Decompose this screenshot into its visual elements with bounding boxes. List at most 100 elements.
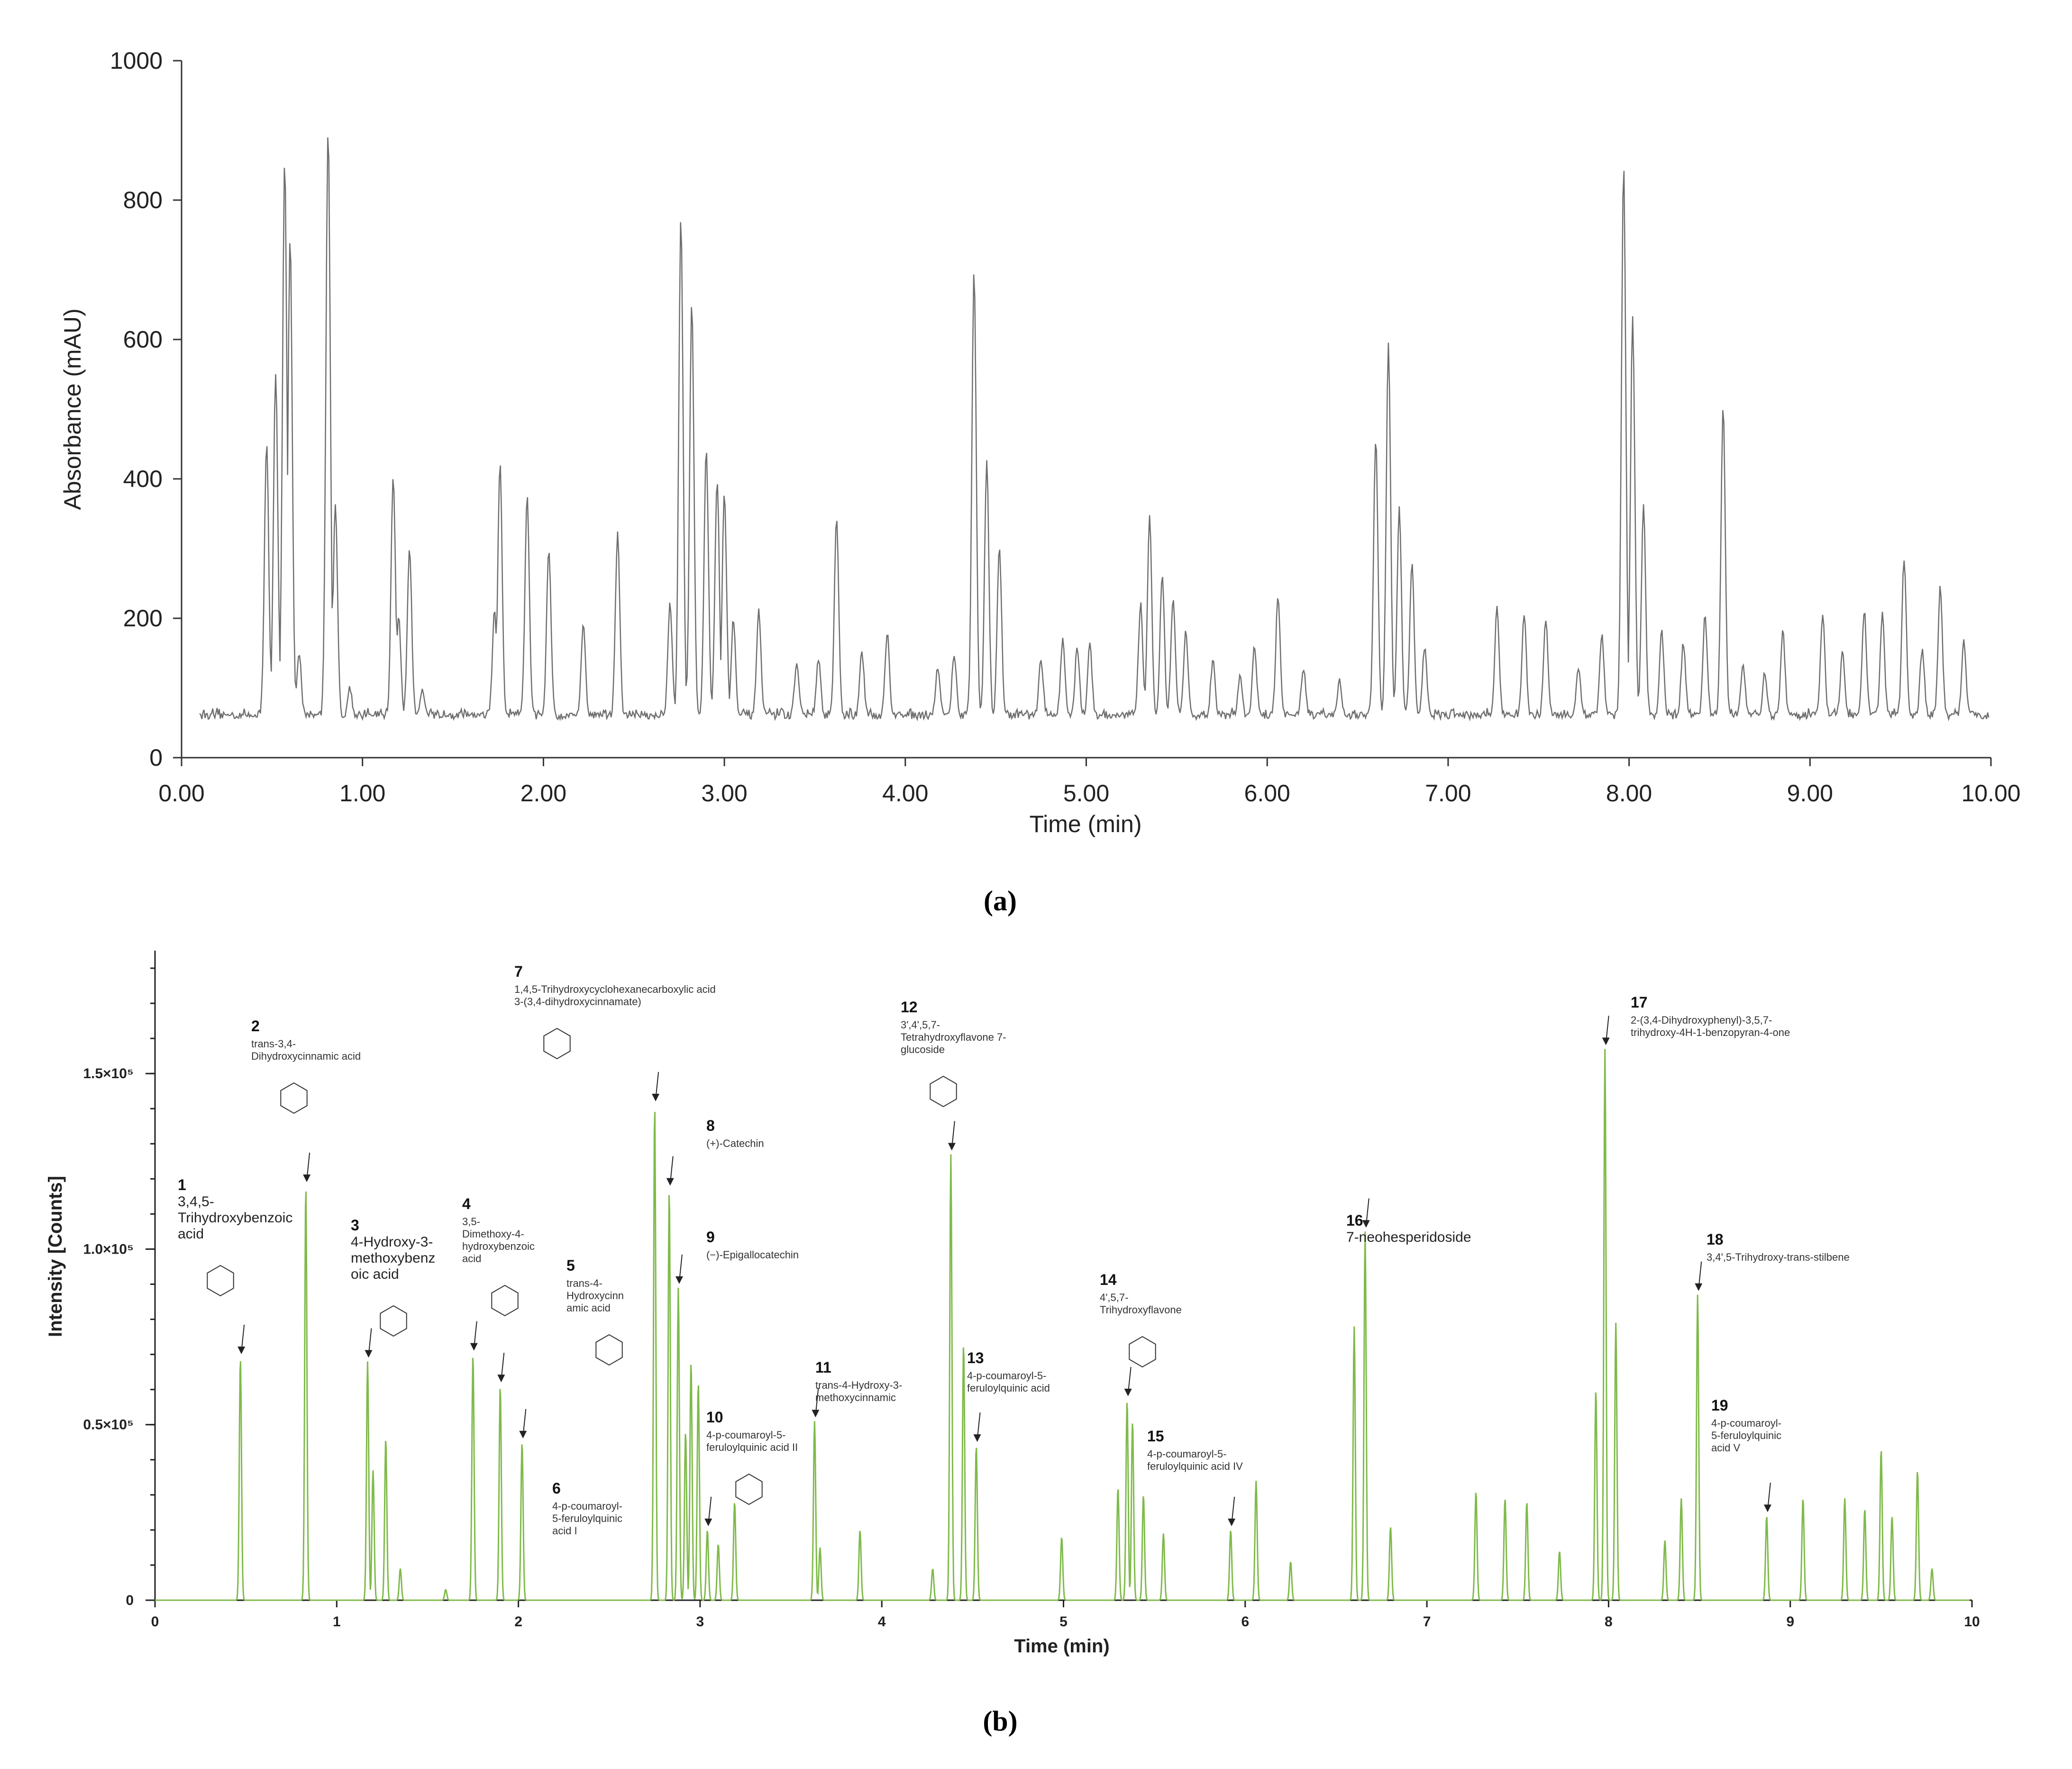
panel-b-x-tick-label: 9 (1786, 1614, 1794, 1630)
compound-name-line: Trihydroxybenzoic (178, 1210, 292, 1226)
compound-name-line: 4-p-coumaroyl- (552, 1500, 622, 1512)
compound-name-line: oic acid (351, 1266, 399, 1282)
compound-number: 17 (1631, 994, 1648, 1011)
compound-name-line: trans-4-Hydroxy-3- (815, 1379, 902, 1391)
compound-number: 10 (706, 1409, 723, 1426)
compound-annotation-8: 8 (+)-Catechin (666, 1117, 764, 1186)
panel-a-x-tick-label: 9.00 (1787, 780, 1833, 807)
chemical-structure-icon (543, 1027, 571, 1060)
panel-b-x-axis-label: Time (min) (1014, 1636, 1110, 1657)
arrowhead-icon (812, 1410, 820, 1418)
panel-b-x-tick-label: 8 (1605, 1614, 1613, 1630)
panel-a-x-tick-label: 6.00 (1244, 780, 1290, 807)
arrowhead-icon (1362, 1220, 1370, 1228)
arrowhead-icon (303, 1174, 311, 1182)
compound-annotation-9: 9 (−)-Epigallocatechin (675, 1228, 799, 1284)
compound-name-line: 1,4,5-Trihydroxycyclohexanecarboxylic ac… (514, 983, 716, 995)
compound-annotation-16: 167-neohesperidoside (1346, 1198, 1471, 1245)
compound-name-line: feruloylquinic acid II (706, 1441, 798, 1453)
compound-number: 14 (1100, 1271, 1117, 1288)
arrowhead-icon (973, 1434, 981, 1442)
compound-name-line: acid V (1711, 1442, 1740, 1454)
panel-b-y-tick-label: 1.5×10⁵ (83, 1066, 134, 1082)
compound-name-line: 3-(3,4-dihydroxycinnamate) (514, 996, 641, 1008)
compound-number: 1 (178, 1176, 186, 1193)
arrowhead-icon (1763, 1504, 1771, 1512)
compound-number: 19 (1711, 1397, 1728, 1414)
panel-a-x-tick-label: 5.00 (1063, 780, 1109, 807)
compound-name-line: acid (178, 1226, 204, 1242)
arrowhead-icon (237, 1347, 246, 1355)
arrowhead-icon (666, 1178, 674, 1186)
arrowhead-icon (365, 1350, 373, 1358)
compound-name-line: 5-feruloylquinic (1711, 1430, 1781, 1441)
compound-name-line: Tetrahydroxyflavone 7- (901, 1031, 1006, 1043)
compound-number: 8 (706, 1117, 715, 1134)
compound-annotation-11: 11 trans-4-Hydroxy-3-methoxycinnamic (812, 1359, 902, 1418)
compound-name-line: (−)-Epigallocatechin (706, 1249, 799, 1261)
compound-name-line: trihydroxy-4H-1-benzopyran-4-one (1631, 1027, 1790, 1038)
compound-name-line: 3,5- (462, 1216, 480, 1228)
panel-a-y-tick-label: 600 (123, 326, 163, 353)
compound-name-line: acid I (552, 1525, 577, 1537)
compound-name-line: Dimethoxy-4- (462, 1228, 524, 1240)
compound-name-line: 5-feruloylquinic (552, 1512, 622, 1524)
compound-number: 9 (706, 1228, 715, 1246)
panel-a-y-tick-label: 0 (149, 744, 163, 771)
chemical-structure-icon (930, 1075, 957, 1108)
panel-a-y-tick-label: 200 (123, 605, 163, 632)
panel-b-y-axis-label: Intensity [Counts] (45, 1176, 66, 1337)
compound-name-line: feruloylquinic acid (967, 1382, 1050, 1394)
chemical-structure-icon (491, 1284, 519, 1317)
compound-name-line: trans-4- (566, 1277, 602, 1289)
panel-b-x-tick-label: 6 (1241, 1614, 1249, 1630)
compound-name-line: 4',5,7- (1100, 1292, 1128, 1303)
compound-name-line: 4-p-coumaroyl-5- (1147, 1448, 1227, 1460)
compound-name-line: acid (462, 1253, 481, 1265)
compound-annotation-7: 7 1,4,5-Trihydroxycyclohexanecarboxylic a… (514, 963, 716, 1101)
panel-a-x-tick-label: 8.00 (1606, 780, 1652, 807)
panel-a-x-tick-label: 7.00 (1425, 780, 1471, 807)
panel-b-x-tick-label: 0 (151, 1614, 159, 1630)
compound-name-line: 4-p-coumaroyl- (1711, 1417, 1781, 1429)
chemical-structure-icon (280, 1082, 308, 1114)
panel-a-x-tick-label: 3.00 (701, 780, 747, 807)
chemical-structure-icon (735, 1473, 763, 1505)
arrowhead-icon (1695, 1283, 1703, 1291)
panel-b-chromatogram-line (155, 1049, 1970, 1601)
arrowhead-icon (1602, 1037, 1610, 1045)
chemical-structure-icon (207, 1265, 234, 1297)
compound-name-line: methoxybenz (351, 1250, 435, 1266)
panel-b-x-tick-label: 2 (514, 1614, 522, 1630)
chemical-structure-icon (380, 1305, 407, 1337)
panel-a-x-axis-label: Time (min) (1029, 811, 1141, 837)
compound-name-line: amic acid (566, 1302, 611, 1314)
panel-b-label: (b) (983, 1705, 1017, 1737)
compound-name-line: 4-p-coumaroyl-5- (967, 1370, 1047, 1382)
panel-b-y-tick-label: 0.5×10⁵ (83, 1417, 134, 1433)
arrowhead-icon (652, 1093, 660, 1101)
compound-number: 3 (351, 1217, 359, 1234)
compound-number: 18 (1707, 1231, 1724, 1248)
compound-annotation-10: 10 4-p-coumaroyl-5-feruloylquinic acid II (704, 1409, 798, 1526)
arrowhead-icon (519, 1430, 527, 1439)
compound-number: 2 (251, 1017, 260, 1035)
panel-a-y-tick-label: 1000 (110, 47, 163, 74)
compound-name-line: 4-p-coumaroyl-5- (706, 1429, 786, 1441)
compound-name-line: Dihydroxycinnamic acid (251, 1050, 361, 1062)
panel-a-y-tick-label: 800 (123, 187, 163, 213)
compound-name-line: (+)-Catechin (706, 1137, 764, 1149)
panel-a-chart: 0 200 400 600 800 1000 0.00 1.00 2.00 3.00 4.00 5.… (59, 47, 2021, 837)
arrowhead-icon (675, 1276, 683, 1284)
arrowhead-icon (948, 1143, 956, 1151)
compound-name-line: Trihydroxyflavone (1100, 1304, 1182, 1316)
panel-a-x-tick-label: 0.00 (158, 780, 204, 807)
compound-name-line: 3',4',5,7- (901, 1019, 940, 1031)
compound-number: 5 (566, 1257, 575, 1274)
panel-a-x-tick-label: 4.00 (882, 780, 928, 807)
compound-annotation-17: 17 2-(3,4-Dihydroxyphenyl)-3,5,7-trihydro… (1602, 994, 1790, 1045)
compound-annotation-18: 18 3,4',5-Trihydroxy-trans-stilbene (1695, 1231, 1850, 1291)
